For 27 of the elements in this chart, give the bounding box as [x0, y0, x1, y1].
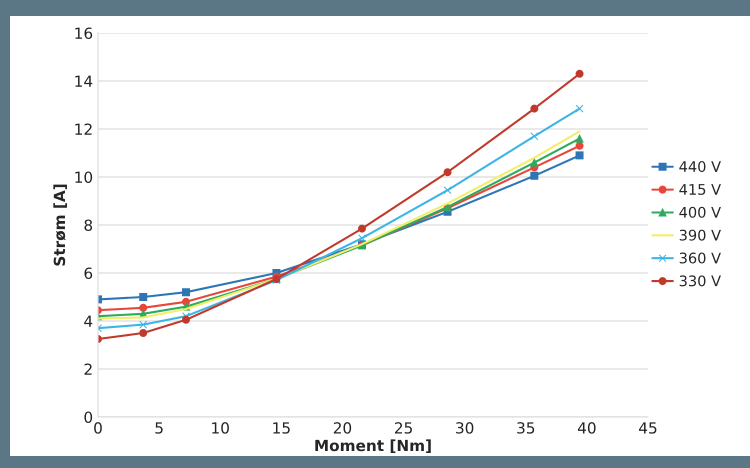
- y-tick-label: 16: [75, 27, 92, 40]
- x-tick-label: 35: [517, 422, 534, 434]
- legend-label: 330 V: [680, 275, 721, 286]
- x-tick-label: 45: [639, 422, 656, 434]
- x-tick-label: 30: [456, 422, 474, 434]
- y-tick-label: 2: [84, 363, 92, 375]
- y-axis-title: Strøm [A]: [53, 184, 67, 266]
- x-tick-label: 10: [212, 422, 229, 434]
- y-tick-label: 0: [84, 411, 92, 424]
- legend-label: 360 V: [680, 252, 721, 264]
- x-tick-label: 15: [273, 422, 290, 434]
- x-tick-label: 40: [578, 422, 596, 434]
- x-tick-label: 25: [394, 422, 412, 434]
- y-tick-label: 14: [75, 76, 92, 87]
- legend-label: 440 V: [679, 161, 721, 172]
- y-tick-label: 8: [84, 219, 92, 232]
- x-tick-label: 0: [94, 422, 102, 434]
- y-tick-label: 4: [84, 316, 92, 327]
- y-tick-label: 10: [75, 171, 92, 184]
- x-tick-label: 20: [334, 422, 352, 434]
- legend-label: 415 V: [679, 184, 721, 195]
- legend-label: 400 V: [679, 206, 721, 218]
- x-axis-title: Moment [Nm]: [315, 439, 431, 454]
- legend-label: 390 V: [680, 230, 721, 241]
- x-tick-label: 5: [155, 422, 163, 434]
- y-tick-label: 12: [75, 123, 92, 135]
- y-tick-label: 6: [84, 267, 92, 280]
